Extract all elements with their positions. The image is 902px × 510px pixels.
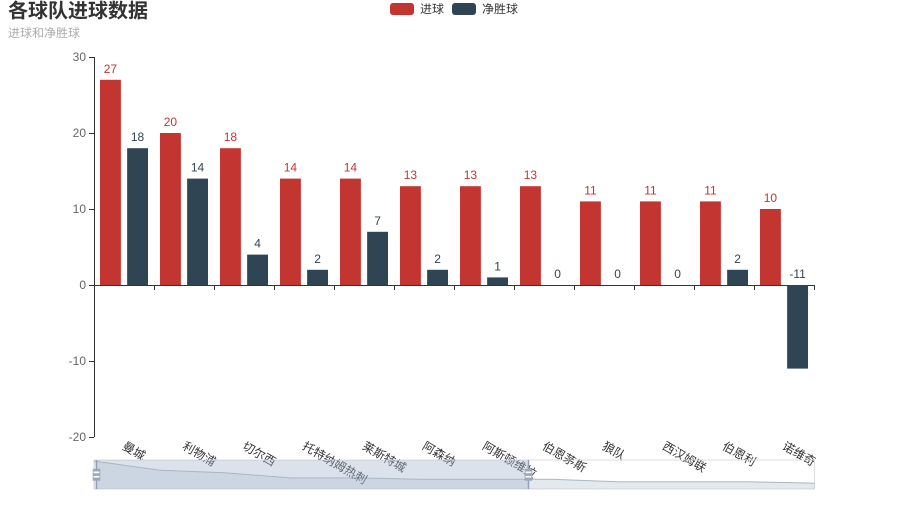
svg-text:14: 14 xyxy=(284,161,298,175)
svg-text:14: 14 xyxy=(191,161,205,175)
svg-text:11: 11 xyxy=(644,183,657,197)
svg-text:18: 18 xyxy=(224,130,238,144)
svg-text:13: 13 xyxy=(464,168,478,182)
svg-text:13: 13 xyxy=(404,168,418,182)
svg-text:7: 7 xyxy=(374,214,381,228)
svg-text:20: 20 xyxy=(164,115,178,129)
svg-text:4: 4 xyxy=(254,237,261,251)
svg-text:11: 11 xyxy=(584,183,597,197)
svg-text:2: 2 xyxy=(434,252,441,266)
svg-text:1: 1 xyxy=(494,259,501,273)
svg-text:-11: -11 xyxy=(789,267,806,281)
svg-text:13: 13 xyxy=(524,168,538,182)
svg-text:2: 2 xyxy=(734,252,741,266)
svg-text:18: 18 xyxy=(131,130,145,144)
svg-text:0: 0 xyxy=(674,267,681,281)
svg-text:10: 10 xyxy=(764,191,778,205)
svg-text:14: 14 xyxy=(344,161,358,175)
svg-text:30: 30 xyxy=(73,50,87,64)
svg-text:-10: -10 xyxy=(69,354,87,368)
svg-text:11: 11 xyxy=(704,183,717,197)
svg-text:10: 10 xyxy=(73,202,87,216)
svg-text:2: 2 xyxy=(314,252,321,266)
svg-text:0: 0 xyxy=(79,278,86,292)
svg-text:0: 0 xyxy=(554,267,561,281)
svg-text:27: 27 xyxy=(104,62,118,76)
svg-text:20: 20 xyxy=(73,126,87,140)
svg-text:-20: -20 xyxy=(69,430,87,444)
svg-text:0: 0 xyxy=(614,267,621,281)
